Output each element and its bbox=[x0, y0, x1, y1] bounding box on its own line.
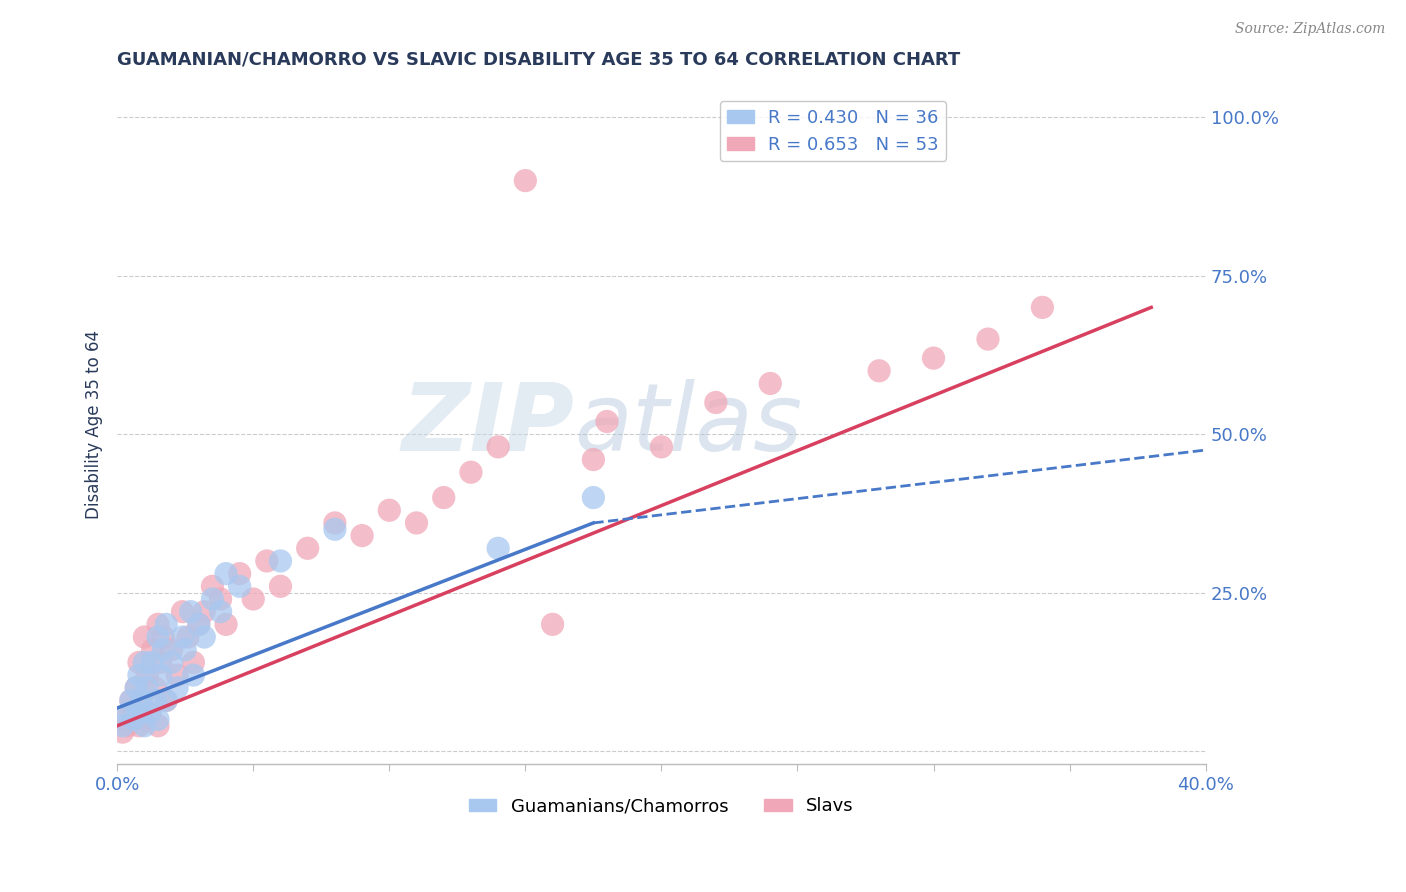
Point bbox=[256, 554, 278, 568]
Point bbox=[193, 605, 215, 619]
Point bbox=[120, 693, 142, 707]
Point bbox=[187, 617, 209, 632]
Point bbox=[128, 706, 150, 720]
Point bbox=[541, 617, 564, 632]
Point bbox=[228, 566, 250, 581]
Point bbox=[977, 332, 1000, 346]
Legend: Guamanians/Chamorros, Slavs: Guamanians/Chamorros, Slavs bbox=[463, 790, 860, 822]
Point bbox=[215, 617, 238, 632]
Point bbox=[134, 630, 156, 644]
Point bbox=[228, 579, 250, 593]
Point bbox=[149, 656, 172, 670]
Point bbox=[193, 630, 215, 644]
Point bbox=[128, 719, 150, 733]
Point bbox=[209, 605, 232, 619]
Point bbox=[146, 630, 169, 644]
Point bbox=[166, 681, 188, 695]
Point bbox=[378, 503, 401, 517]
Point bbox=[166, 668, 188, 682]
Point bbox=[209, 592, 232, 607]
Point bbox=[146, 713, 169, 727]
Y-axis label: Disability Age 35 to 64: Disability Age 35 to 64 bbox=[86, 330, 103, 519]
Point bbox=[117, 706, 139, 720]
Point bbox=[183, 656, 205, 670]
Point bbox=[582, 491, 605, 505]
Text: atlas: atlas bbox=[574, 379, 803, 470]
Point bbox=[125, 681, 148, 695]
Point bbox=[111, 719, 134, 733]
Point bbox=[146, 719, 169, 733]
Point bbox=[142, 656, 165, 670]
Point bbox=[323, 522, 346, 536]
Point bbox=[128, 656, 150, 670]
Point bbox=[128, 668, 150, 682]
Point bbox=[155, 617, 177, 632]
Point bbox=[352, 528, 374, 542]
Point bbox=[297, 541, 319, 556]
Point bbox=[405, 516, 427, 530]
Point bbox=[136, 668, 159, 682]
Point bbox=[122, 713, 145, 727]
Point bbox=[582, 452, 605, 467]
Point bbox=[515, 173, 537, 187]
Point bbox=[143, 693, 166, 707]
Point bbox=[704, 395, 727, 409]
Point bbox=[172, 605, 194, 619]
Point bbox=[120, 693, 142, 707]
Point bbox=[242, 592, 264, 607]
Point bbox=[183, 668, 205, 682]
Point bbox=[143, 681, 166, 695]
Point bbox=[460, 465, 482, 479]
Point bbox=[155, 693, 177, 707]
Point bbox=[596, 415, 619, 429]
Point bbox=[433, 491, 456, 505]
Text: Source: ZipAtlas.com: Source: ZipAtlas.com bbox=[1234, 22, 1385, 37]
Point bbox=[922, 351, 945, 365]
Point bbox=[160, 642, 183, 657]
Point bbox=[139, 706, 162, 720]
Point bbox=[117, 719, 139, 733]
Point bbox=[269, 579, 291, 593]
Text: GUAMANIAN/CHAMORRO VS SLAVIC DISABILITY AGE 35 TO 64 CORRELATION CHART: GUAMANIAN/CHAMORRO VS SLAVIC DISABILITY … bbox=[117, 51, 960, 69]
Point bbox=[152, 642, 174, 657]
Point bbox=[160, 656, 183, 670]
Point bbox=[174, 642, 197, 657]
Point bbox=[134, 656, 156, 670]
Point bbox=[486, 440, 509, 454]
Point bbox=[149, 668, 172, 682]
Point bbox=[114, 713, 136, 727]
Point bbox=[215, 566, 238, 581]
Point bbox=[146, 617, 169, 632]
Point bbox=[139, 706, 162, 720]
Point bbox=[131, 693, 153, 707]
Point bbox=[1031, 301, 1053, 315]
Point bbox=[134, 713, 156, 727]
Point bbox=[152, 630, 174, 644]
Point bbox=[172, 630, 194, 644]
Point bbox=[155, 693, 177, 707]
Point bbox=[142, 642, 165, 657]
Point bbox=[122, 706, 145, 720]
Text: ZIP: ZIP bbox=[402, 379, 574, 471]
Point bbox=[486, 541, 509, 556]
Point bbox=[136, 681, 159, 695]
Point bbox=[111, 725, 134, 739]
Point bbox=[759, 376, 782, 391]
Point bbox=[201, 579, 224, 593]
Point bbox=[131, 693, 153, 707]
Point bbox=[868, 364, 890, 378]
Point bbox=[125, 681, 148, 695]
Point bbox=[323, 516, 346, 530]
Point bbox=[269, 554, 291, 568]
Point bbox=[180, 605, 202, 619]
Point bbox=[177, 630, 200, 644]
Point bbox=[201, 592, 224, 607]
Point bbox=[134, 719, 156, 733]
Point bbox=[650, 440, 672, 454]
Point bbox=[187, 617, 209, 632]
